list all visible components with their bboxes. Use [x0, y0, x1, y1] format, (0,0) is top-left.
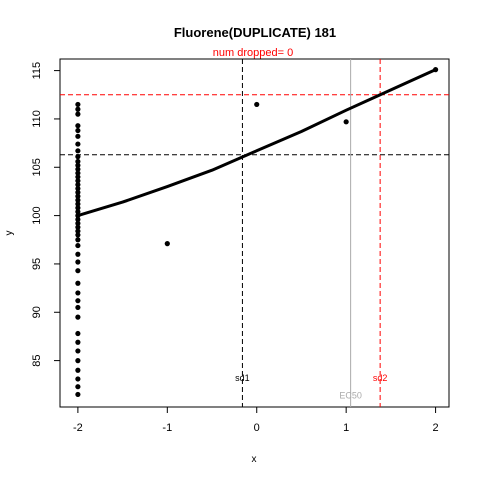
vline-label-sd1: sd1 — [235, 373, 250, 383]
data-point — [75, 314, 81, 320]
data-point — [75, 339, 81, 345]
data-point — [164, 241, 170, 247]
data-point — [75, 182, 81, 188]
data-point — [75, 384, 81, 390]
data-point — [75, 170, 81, 176]
data-point — [75, 376, 81, 382]
y-tick-label: 100 — [31, 206, 43, 224]
x-tick-label: -1 — [162, 422, 172, 434]
data-point — [75, 251, 81, 257]
data-point — [75, 220, 81, 226]
y-tick-label: 105 — [31, 158, 43, 176]
data-point — [75, 237, 81, 243]
vline-label-EC50: EC50 — [339, 390, 362, 400]
data-point — [75, 133, 81, 139]
data-point — [75, 224, 81, 230]
data-point — [75, 205, 81, 211]
data-point — [75, 298, 81, 304]
x-tick-label: 1 — [343, 422, 349, 434]
x-axis: -2 -1 0 1 2 — [73, 407, 439, 434]
chart-title: Fluorene(DUPLICATE) 181 — [174, 25, 336, 40]
data-point — [75, 268, 81, 274]
plot-frame — [59, 58, 450, 408]
chart-subtitle: num dropped= 0 — [213, 47, 293, 59]
data-point — [75, 189, 81, 195]
y-tick-label: 90 — [31, 306, 43, 318]
data-point — [75, 178, 81, 184]
data-point — [75, 154, 81, 160]
data-point — [75, 185, 81, 192]
data-point — [75, 197, 81, 203]
data-point — [75, 348, 81, 354]
data-point — [75, 358, 81, 364]
x-tick-label: -2 — [73, 422, 83, 434]
data-point — [75, 201, 81, 207]
data-point — [75, 280, 81, 286]
data-point — [75, 106, 81, 112]
vline-label-sd2: sd2 — [373, 373, 388, 383]
data-point — [75, 259, 81, 265]
plot-area: -2 -1 0 1 2 85 90 95 100 105 110 115 sd1 EC50 sd2 — [31, 58, 450, 434]
data-point — [75, 141, 81, 147]
y-tick-label: 85 — [31, 354, 43, 366]
x-tick-label: 2 — [433, 422, 439, 434]
data-point — [254, 101, 260, 108]
data-point — [75, 158, 81, 165]
data-point — [75, 174, 81, 180]
data-point — [75, 391, 81, 398]
data-point — [75, 330, 81, 337]
data-point — [75, 123, 81, 129]
y-axis-label: y — [4, 231, 15, 236]
y-tick-label: 95 — [31, 258, 43, 270]
data-point — [75, 367, 81, 373]
data-point — [75, 213, 81, 219]
y-tick-label: 110 — [31, 110, 43, 128]
data-point — [75, 228, 81, 234]
data-point — [75, 127, 81, 134]
data-point — [75, 162, 81, 168]
data-point — [75, 101, 81, 108]
fit-curve — [77, 68, 437, 218]
data-point — [75, 216, 81, 223]
data-point — [432, 67, 439, 73]
data-point — [75, 193, 81, 199]
data-point — [75, 209, 81, 215]
data-point — [343, 119, 349, 125]
x-axis-label: x — [252, 454, 257, 465]
data-point — [75, 242, 81, 249]
data-point — [75, 290, 81, 296]
data-point — [75, 304, 81, 311]
x-tick-label: 0 — [254, 422, 260, 434]
data-point — [75, 166, 81, 172]
data-point — [75, 232, 81, 238]
y-tick-label: 115 — [31, 62, 43, 80]
data-point — [75, 148, 81, 154]
y-axis: 85 90 95 100 105 110 115 — [31, 62, 60, 367]
data-point — [75, 111, 81, 117]
data-points — [75, 67, 439, 398]
